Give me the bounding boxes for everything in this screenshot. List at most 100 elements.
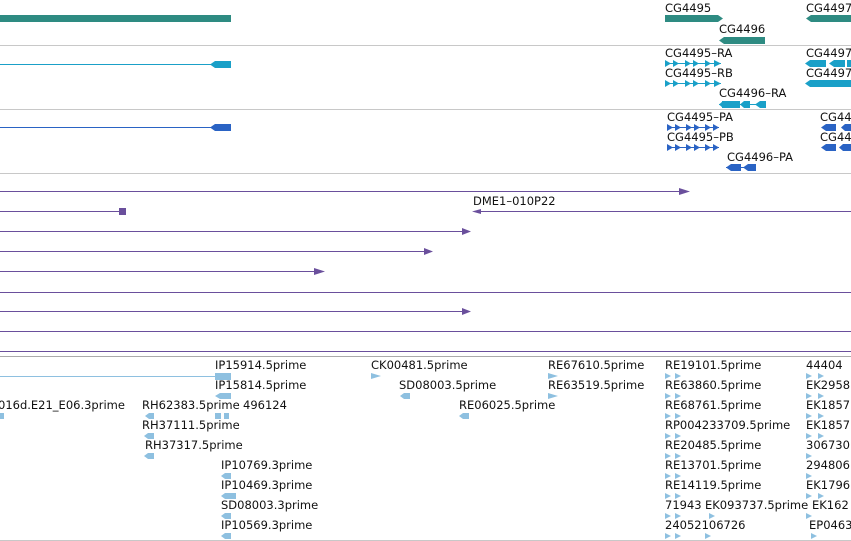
est-feature-re20485[interactable]: RE20485.5prime	[665, 438, 761, 459]
transcript-label: CG4495–RA	[665, 46, 732, 60]
est-label: 71943	[665, 498, 702, 512]
transcript-label: CG4495–RB	[665, 66, 733, 80]
est-feature-294806[interactable]: 294806	[806, 458, 850, 479]
est-feature-44404[interactable]: 44404	[806, 358, 843, 379]
est-feature-rp004233709[interactable]: RP004233709.5prime	[665, 418, 790, 439]
clone-feature[interactable]	[0, 308, 471, 315]
est-feature-ek1796[interactable]: EK1796	[806, 478, 850, 499]
est-feature-ek162[interactable]: EK162	[806, 498, 849, 519]
est-feature-re63860[interactable]: RE63860.5prime	[665, 378, 761, 399]
est-feature-ek1857-b[interactable]: EK1857	[806, 418, 850, 439]
est-feature-re06025[interactable]: RE06025.5prime	[459, 398, 555, 419]
est-feature-re63519[interactable]: RE63519.5prime	[548, 378, 644, 399]
est-label: 294806	[806, 458, 850, 472]
est-label: RE13701.5prime	[665, 458, 761, 472]
clone-feature[interactable]	[0, 188, 690, 195]
est-feature-ip15914[interactable]: IP15914.5prime	[215, 358, 306, 372]
est-label: RE68761.5prime	[665, 398, 761, 412]
protein-feature-cg4497-pb[interactable]: CG44	[820, 130, 851, 151]
clone-label: DME1–010P22	[473, 194, 556, 208]
protein-feature-cg4497-pa[interactable]: CG44	[820, 110, 851, 131]
transcript-label: CG4497	[806, 46, 851, 60]
transcript-feature-cg4496-ra[interactable]: CG4496–RA	[719, 86, 786, 108]
protein-feature-cg4495-pb[interactable]: CG4495–PB	[667, 130, 734, 151]
transcript-exon-arrows	[805, 60, 851, 67]
est-label: SD08003.3prime	[221, 498, 318, 512]
transcript-exon	[210, 61, 231, 68]
est-track: IP15914.5prime IP15814.5prime 016d.E21_E…	[0, 358, 851, 539]
est-feature-rh62383[interactable]: RH62383.5prime	[142, 398, 240, 419]
protein-feature-cg4496-pa[interactable]: CG4496–PA	[726, 150, 793, 171]
gene-arrow	[665, 15, 723, 22]
clone-feature-dme1-010p22[interactable]: DME1–010P22	[472, 194, 851, 214]
est-label: 24052106726	[665, 518, 745, 532]
transcript-feature-cg4497-ra[interactable]: CG4497	[805, 46, 851, 67]
est-label: 306730	[806, 438, 850, 452]
protein-label: CG4496–PA	[727, 150, 793, 164]
est-feature-re19101[interactable]: RE19101.5prime	[665, 358, 761, 379]
est-feature-re68761[interactable]: RE68761.5prime	[665, 398, 761, 419]
est-feature-24052106726[interactable]: 24052106726	[665, 518, 745, 539]
est-feature-re14119[interactable]: RE14119.5prime	[665, 478, 761, 499]
est-feature-re13701[interactable]: RE13701.5prime	[665, 458, 761, 479]
protein-exon-arrows	[667, 124, 719, 131]
est-label: EK1857	[806, 398, 850, 412]
protein-feature[interactable]	[0, 124, 231, 131]
est-label: CK00481.5prime	[371, 358, 468, 372]
transcript-feature[interactable]	[0, 61, 231, 68]
protein-feature-cg4495-pa[interactable]: CG4495–PA	[667, 110, 733, 131]
est-label: RH37317.5prime	[145, 438, 243, 452]
est-feature-rh37111[interactable]: RH37111.5prime	[142, 418, 240, 439]
est-feature-rh37317[interactable]: RH37317.5prime	[144, 438, 243, 459]
clone-feature[interactable]	[0, 228, 471, 235]
est-feature[interactable]	[0, 373, 231, 380]
transcript-exon-arrows	[665, 60, 721, 67]
est-label: RE19101.5prime	[665, 358, 761, 372]
est-feature-sd08003-3[interactable]: SD08003.3prime	[221, 498, 318, 519]
gene-feature-cg4495[interactable]: CG4495	[665, 1, 723, 22]
gene-feature[interactable]	[0, 15, 231, 22]
est-feature-ip10469[interactable]: IP10469.3prime	[221, 478, 312, 499]
transcript-feature-cg4495-rb[interactable]: CG4495–RB	[665, 66, 733, 87]
est-label: RE63519.5prime	[548, 378, 644, 392]
clone-feature[interactable]	[0, 208, 126, 215]
est-label: IP10469.3prime	[221, 478, 312, 492]
transcript-feature-cg4495-ra[interactable]: CG4495–RA	[665, 46, 732, 67]
protein-label: CG4495–PB	[667, 130, 734, 144]
est-label: IP10769.3prime	[221, 458, 312, 472]
clone-feature[interactable]	[0, 268, 325, 275]
est-label: RE67610.5prime	[548, 358, 644, 372]
est-label: 496124	[243, 398, 287, 412]
est-label: RP004233709.5prime	[665, 418, 790, 432]
est-feature-ip10769[interactable]: IP10769.3prime	[221, 458, 312, 479]
protein-label: CG44	[820, 130, 851, 144]
gene-feature-cg4497[interactable]: CG4497	[806, 1, 851, 22]
est-feature-ck00481[interactable]: CK00481.5prime	[371, 358, 468, 379]
clone-feature[interactable]	[0, 248, 433, 255]
est-feature-ip15814[interactable]: IP15814.5prime	[215, 378, 306, 399]
protein-label: CG4495–PA	[667, 110, 733, 124]
est-label: RE63860.5prime	[665, 378, 761, 392]
est-label: SD08003.5prime	[399, 378, 496, 392]
transcript-track: CG4495–RA CG4495–RB	[0, 46, 851, 108]
est-label: RE20485.5prime	[665, 438, 761, 452]
protein-exon-arrows	[821, 144, 851, 151]
transcript-exon-arrows	[805, 80, 851, 87]
est-label: EK2958	[806, 378, 850, 392]
est-feature-ep0463[interactable]: EP0463	[809, 518, 851, 539]
transcript-feature-cg4497-rb[interactable]: CG4497	[805, 66, 851, 87]
est-feature-re67610[interactable]: RE67610.5prime	[548, 358, 644, 379]
est-feature-306730[interactable]: 306730	[806, 438, 850, 459]
est-feature-ek093737[interactable]: EK093737.5prime	[705, 498, 808, 519]
est-feature-sd08003-5[interactable]: SD08003.5prime	[399, 378, 496, 399]
est-feature-ek2958[interactable]: EK2958	[806, 378, 850, 399]
gene-feature-cg4496[interactable]: CG4496	[719, 22, 765, 44]
est-feature-016d[interactable]: 016d.E21_E06.3prime	[0, 398, 125, 419]
protein-track: CG4495–PA CG4495–PB	[0, 110, 851, 171]
est-feature-ek1857-a[interactable]: EK1857	[806, 398, 850, 419]
est-feature-ip10569[interactable]: IP10569.3prime	[221, 518, 312, 539]
clone-track: DME1–010P22	[0, 188, 851, 352]
transcript-exon-arrows	[719, 101, 766, 108]
est-feature-496124[interactable]: 496124	[215, 398, 287, 419]
est-feature-71943[interactable]: 71943	[665, 498, 702, 519]
